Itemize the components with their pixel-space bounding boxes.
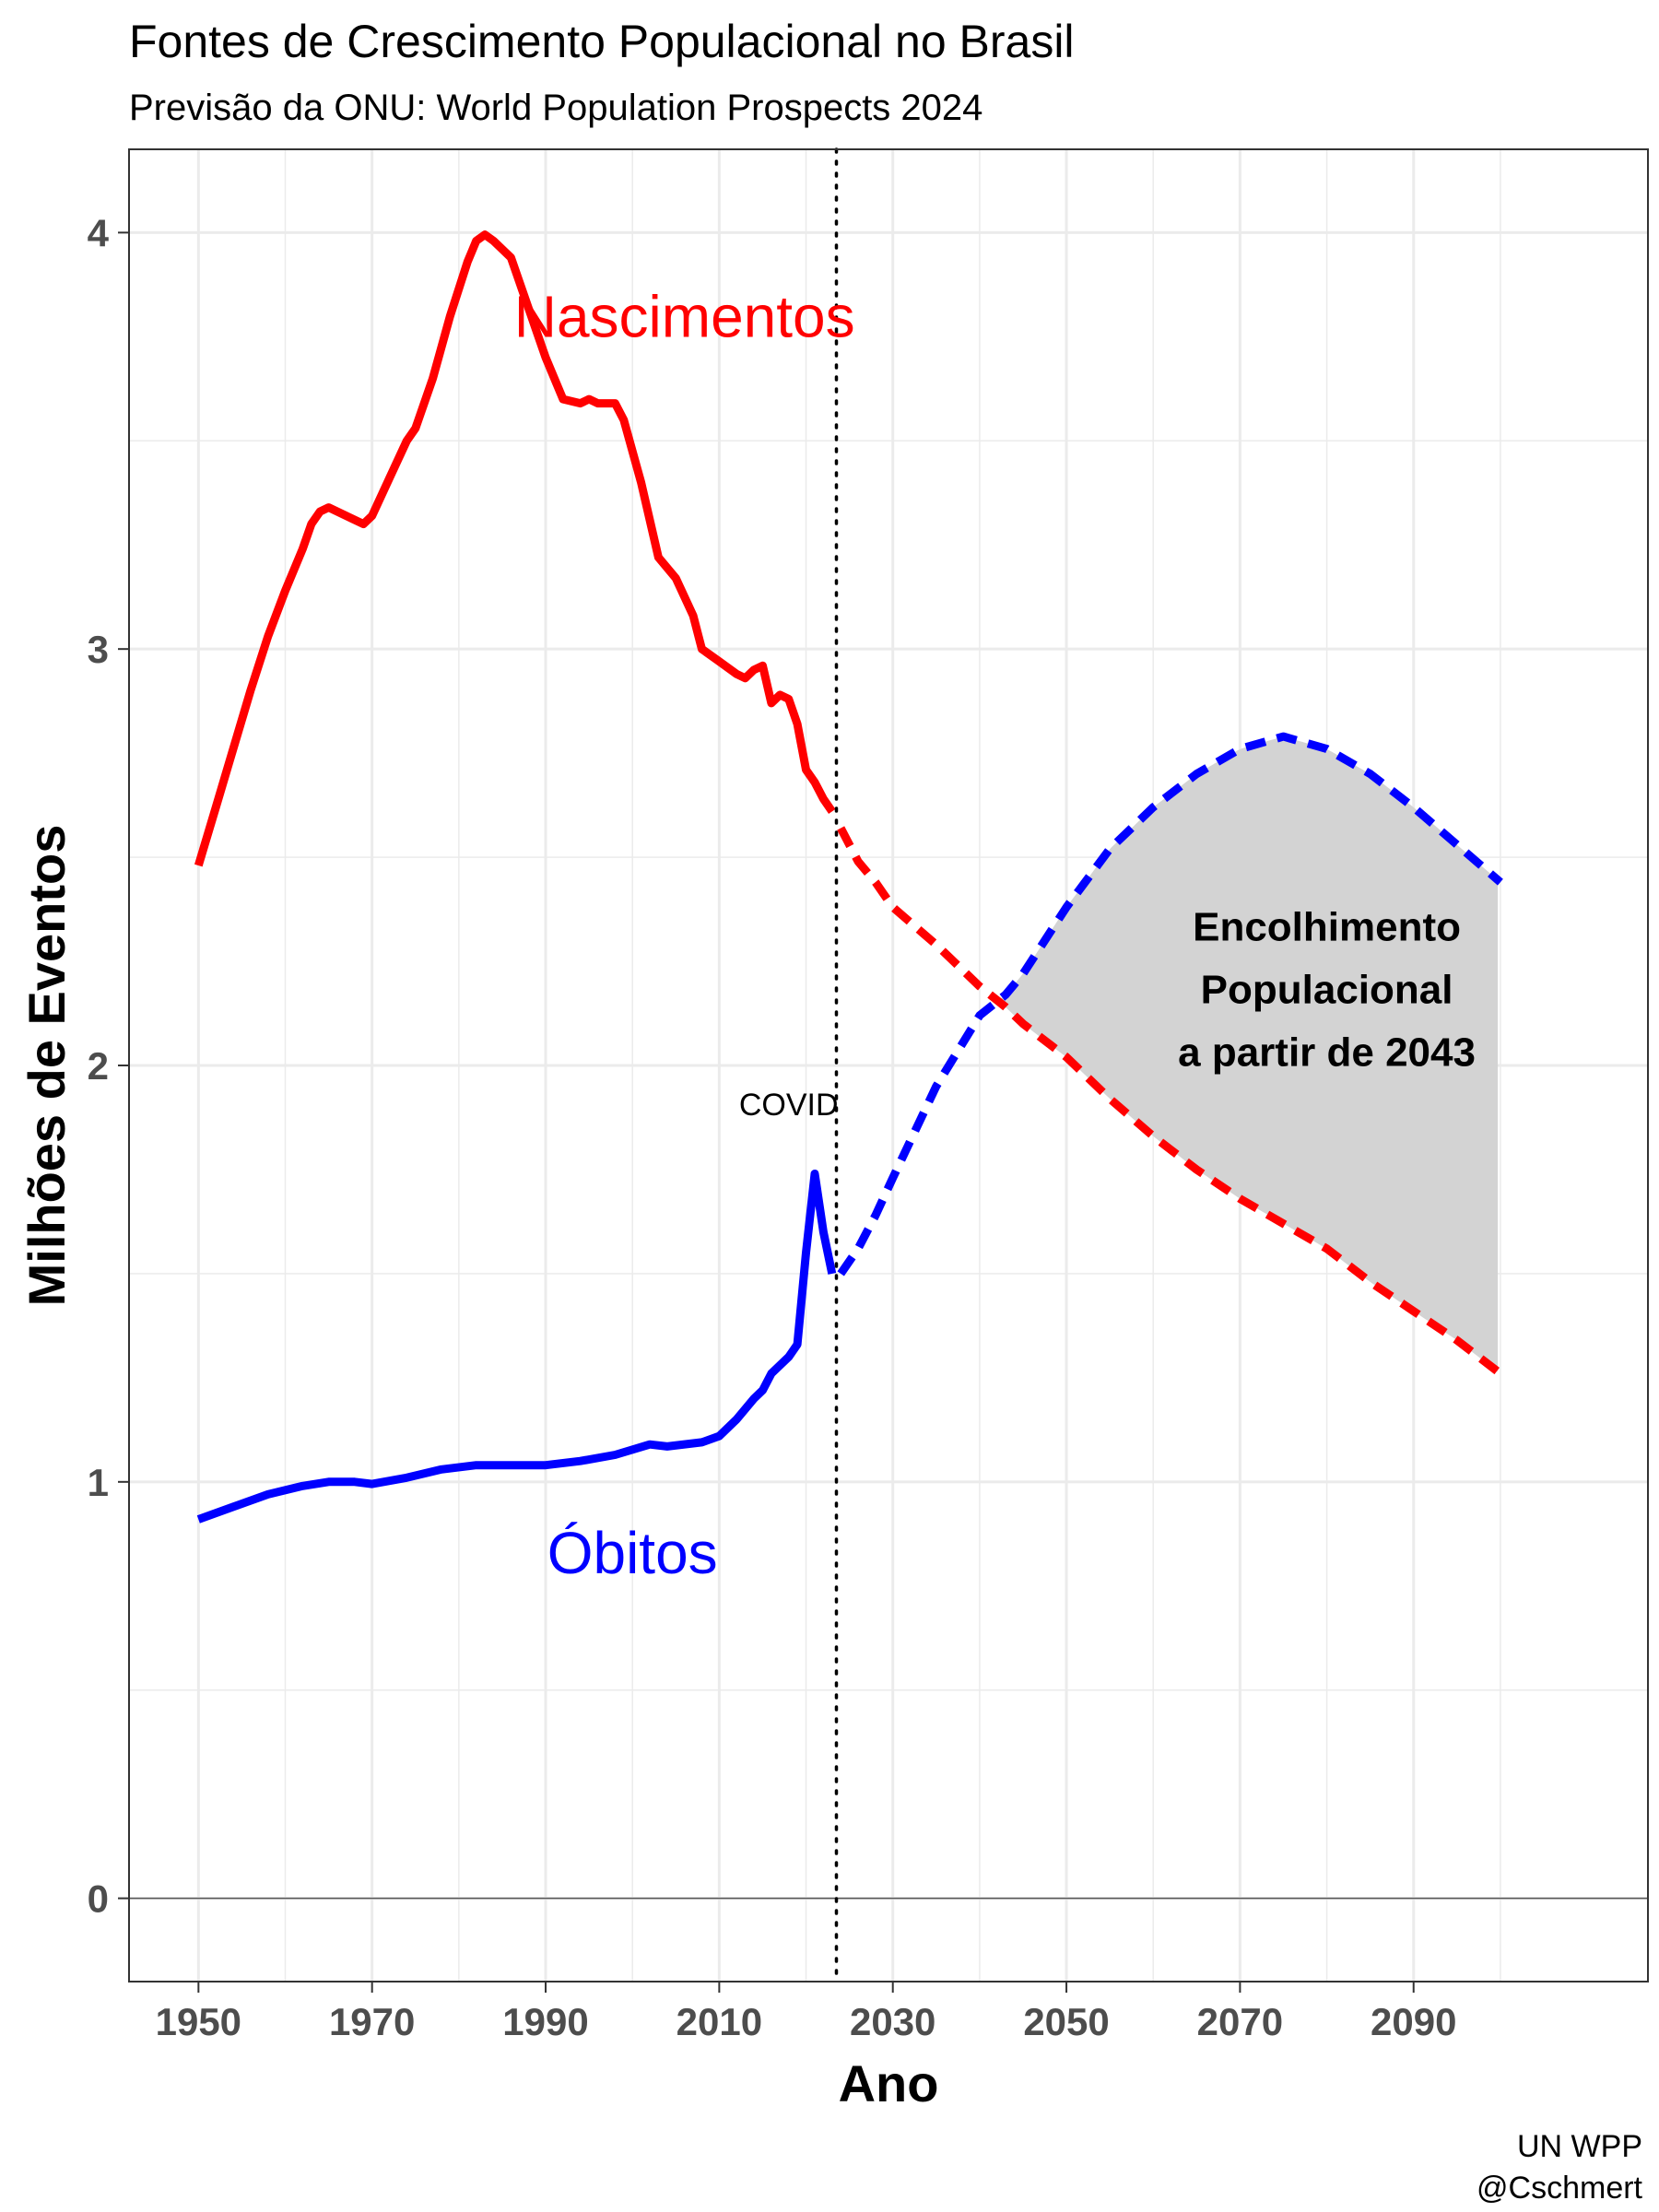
x-tick-label: 1950 bbox=[156, 2000, 241, 2043]
y-axis-title: Milhões de Eventos bbox=[18, 825, 76, 1307]
shrinkage-shading bbox=[998, 736, 1499, 1372]
births-observed-line bbox=[194, 230, 836, 867]
chart-title: Fontes de Crescimento Populacional no Br… bbox=[129, 16, 1075, 67]
x-tick-label: 2070 bbox=[1197, 2000, 1283, 2043]
x-tick-label: 1990 bbox=[502, 2000, 588, 2043]
y-tick-label: 1 bbox=[88, 1461, 109, 1504]
x-tick-label: 1970 bbox=[329, 2000, 415, 2043]
y-tick-label: 4 bbox=[88, 211, 110, 254]
chart-subtitle: Previsão da ONU: World Population Prospe… bbox=[129, 88, 982, 128]
shrinkage-area bbox=[998, 736, 1499, 1372]
shrinkage-annotation-line: a partir de 2043 bbox=[1178, 1030, 1476, 1075]
deaths-projected-line bbox=[837, 732, 1503, 1277]
caption-author: @Cschmert bbox=[1477, 2171, 1643, 2206]
x-tick-label: 2050 bbox=[1023, 2000, 1109, 2043]
y-tick-label: 3 bbox=[88, 628, 109, 671]
series-lines bbox=[194, 230, 1503, 1524]
x-tick-label: 2010 bbox=[677, 2000, 762, 2043]
x-axis-title: Ano bbox=[839, 2054, 939, 2112]
shrinkage-annotation-line: Populacional bbox=[1201, 967, 1453, 1012]
x-tick-label: 2030 bbox=[850, 2000, 935, 2043]
births-label: Nascimentos bbox=[514, 283, 855, 349]
annotations: Nascimentos Óbitos COVID Encolhimento Popula… bbox=[514, 283, 1476, 1586]
x-axis-ticks: 1950 1970 1990 2010 2030 2050 2070 2090 bbox=[156, 1982, 1456, 2043]
shrinkage-annotation-line: Encolhimento bbox=[1193, 904, 1461, 949]
x-tick-label: 2090 bbox=[1371, 2000, 1456, 2043]
deaths-observed-line bbox=[196, 1170, 837, 1524]
y-tick-label: 2 bbox=[88, 1044, 109, 1088]
deaths-label: Óbitos bbox=[547, 1520, 718, 1586]
caption-source: UN WPP bbox=[1517, 2129, 1642, 2164]
y-axis-ticks: 0 1 2 3 4 bbox=[88, 211, 129, 1921]
y-tick-label: 0 bbox=[88, 1877, 109, 1921]
covid-label: COVID bbox=[739, 1088, 839, 1123]
